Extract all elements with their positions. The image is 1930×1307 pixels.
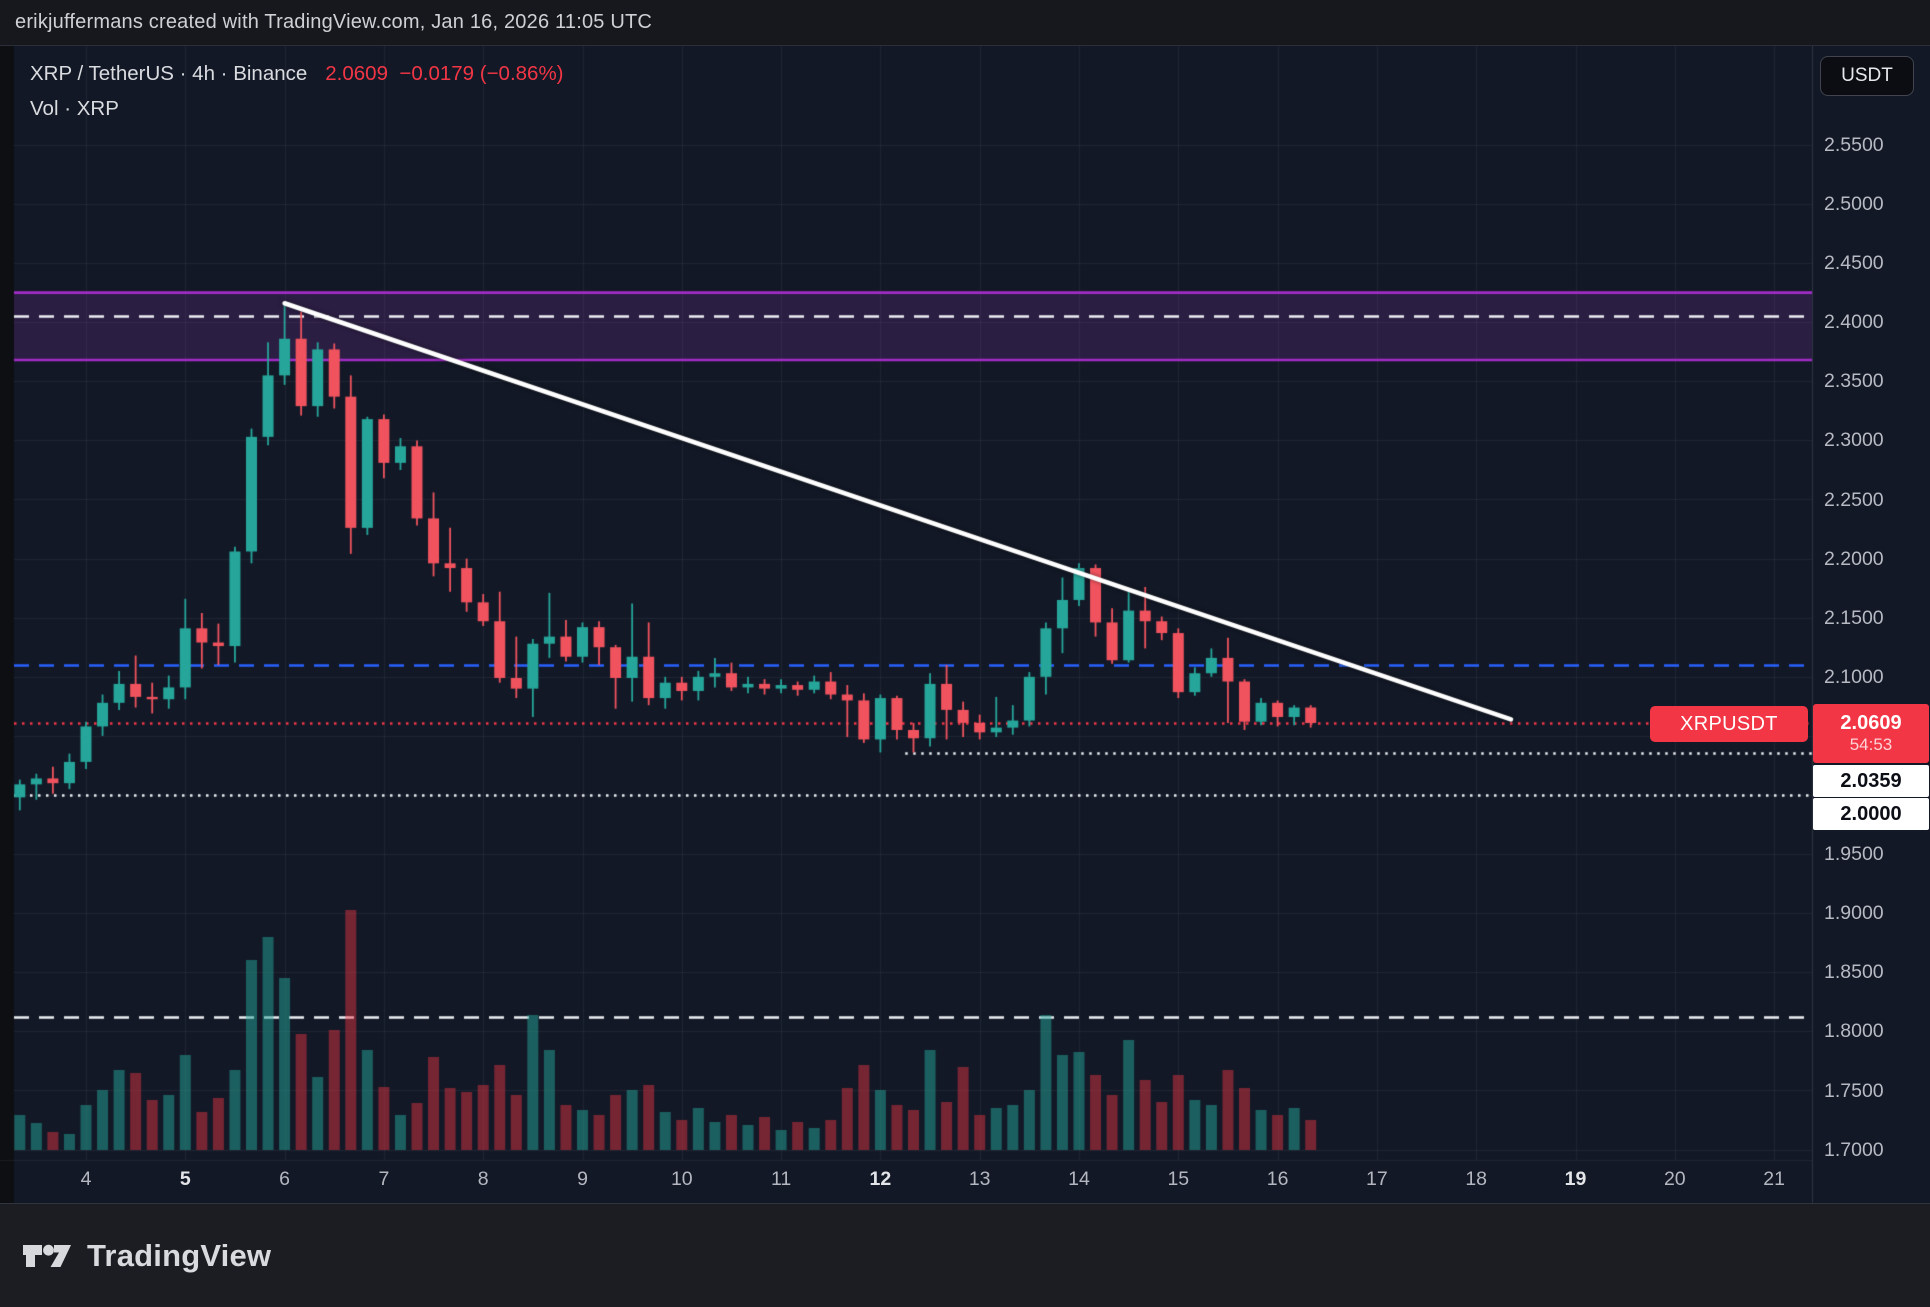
last-price-value: 2.0609 <box>1840 712 1902 735</box>
price-tick-label: 1.9500 <box>1824 843 1884 866</box>
time-axis-label: 16 <box>1266 1168 1289 1190</box>
attribution-bar: erikjuffermans created with TradingView.… <box>0 0 1930 46</box>
price-tick-label: 2.5000 <box>1824 193 1884 215</box>
quote-values: 2.0609 −0.0179 (−0.86%) <box>325 62 563 86</box>
time-axis-label: 14 <box>1068 1168 1090 1190</box>
footer-bar: TradingView <box>0 1203 1930 1307</box>
price-tick-label: 2.4500 <box>1824 252 1884 275</box>
time-axis-label: 21 <box>1763 1168 1785 1190</box>
price-tick-label: 2.3000 <box>1824 429 1884 452</box>
quote-price: 2.0609 <box>325 62 388 85</box>
time-axis-label: 10 <box>670 1168 693 1190</box>
tradingview-logo-icon[interactable] <box>21 1238 73 1274</box>
time-axis-label: 20 <box>1663 1168 1686 1190</box>
time-axis-label: 15 <box>1167 1168 1190 1190</box>
currency-toggle-button[interactable]: USDT <box>1820 56 1914 96</box>
price-tick-label: 2.5500 <box>1824 133 1884 156</box>
price-tick-label: 1.8000 <box>1824 1020 1884 1043</box>
attribution-text: erikjuffermans created with TradingView.… <box>15 11 653 33</box>
bar-countdown: 54:53 <box>1849 735 1893 755</box>
time-axis-label: 11 <box>770 1168 792 1190</box>
legend-volume-row[interactable]: Vol · XRP <box>30 97 564 121</box>
tradingview-wordmark[interactable]: TradingView <box>87 1237 272 1273</box>
time-axis-label: 9 <box>577 1168 588 1190</box>
price-tick-label: 2.4000 <box>1824 311 1884 334</box>
time-axis-label: 18 <box>1465 1168 1488 1190</box>
price-tick-label: 1.7000 <box>1824 1138 1884 1161</box>
price-tick-label: 2.1500 <box>1824 606 1884 629</box>
time-axis-label: 12 <box>869 1168 892 1190</box>
symbol-price-label[interactable]: XRPUSDT <box>1650 706 1808 742</box>
price-tick-label: 2.2000 <box>1824 547 1884 570</box>
time-axis-label: 7 <box>378 1168 390 1190</box>
last-price-tag[interactable]: 2.0609 54:53 <box>1813 704 1929 763</box>
symbol-title[interactable]: XRP / TetherUS · 4h · Binance <box>30 62 308 85</box>
time-axis-label: 6 <box>279 1168 291 1190</box>
volume-indicator-label[interactable]: Vol · XRP <box>30 97 119 120</box>
price-tick-label: 1.9000 <box>1824 902 1884 925</box>
price-tick-label: 1.8500 <box>1824 961 1884 984</box>
time-axis-label: 17 <box>1366 1168 1388 1190</box>
time-axis-label: 5 <box>179 1168 191 1190</box>
price-tick-label: 2.3500 <box>1824 370 1884 393</box>
legend-symbol-row[interactable]: XRP / TetherUS · 4h · Binance 2.0609 −0.… <box>30 62 564 86</box>
time-axis-label: 19 <box>1564 1168 1587 1190</box>
price-tick-label: 2.1000 <box>1824 665 1884 688</box>
level-price-tag-2-0359[interactable]: 2.0359 <box>1813 765 1929 797</box>
price-tick-label: 1.7500 <box>1824 1079 1884 1102</box>
price-tick-label: 2.2500 <box>1824 488 1884 511</box>
level-price-tag-2-0000[interactable]: 2.0000 <box>1813 798 1929 830</box>
quote-change: −0.0179 (−0.86%) <box>399 62 564 85</box>
time-axis-label: 13 <box>968 1168 991 1190</box>
time-axis-label: 4 <box>80 1168 92 1190</box>
chart-legend: XRP / TetherUS · 4h · Binance 2.0609 −0.… <box>30 62 564 121</box>
time-axis-label: 8 <box>477 1168 489 1190</box>
